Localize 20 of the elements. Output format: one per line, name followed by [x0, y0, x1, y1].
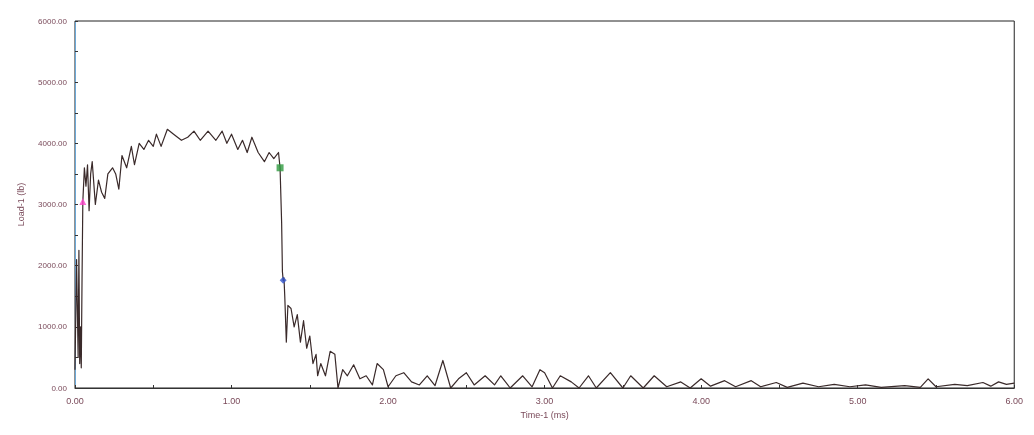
y-tick-label: 2000.00	[38, 261, 68, 271]
y-tick-label: 5000.00	[38, 77, 68, 87]
x-tick-label: 0.00	[66, 395, 84, 406]
y-tick-label: 3000.00	[38, 200, 68, 209]
y-axis-title: Load-1 (lb)	[15, 182, 26, 227]
y-tick-label: 4000.00	[38, 138, 68, 148]
x-tick-label: 5.00	[848, 395, 867, 406]
line-series	[74, 128, 1015, 389]
x-axis-title: Time-1 (ms)	[520, 409, 569, 420]
y-tick-label: 0.00	[51, 383, 68, 393]
x-tick-label: 3.00	[535, 395, 554, 406]
y-tick-label: 1000.00	[38, 322, 68, 332]
x-tick-label: 1.00	[222, 395, 241, 406]
x-tick-label: 2.00	[379, 395, 397, 406]
x-tick-label: 6.00	[1005, 395, 1024, 406]
point	[279, 276, 287, 284]
point	[276, 164, 284, 172]
point	[79, 197, 87, 205]
x-tick-label: 4.00	[692, 395, 710, 406]
y-tick-label: 6000.00	[38, 16, 68, 26]
